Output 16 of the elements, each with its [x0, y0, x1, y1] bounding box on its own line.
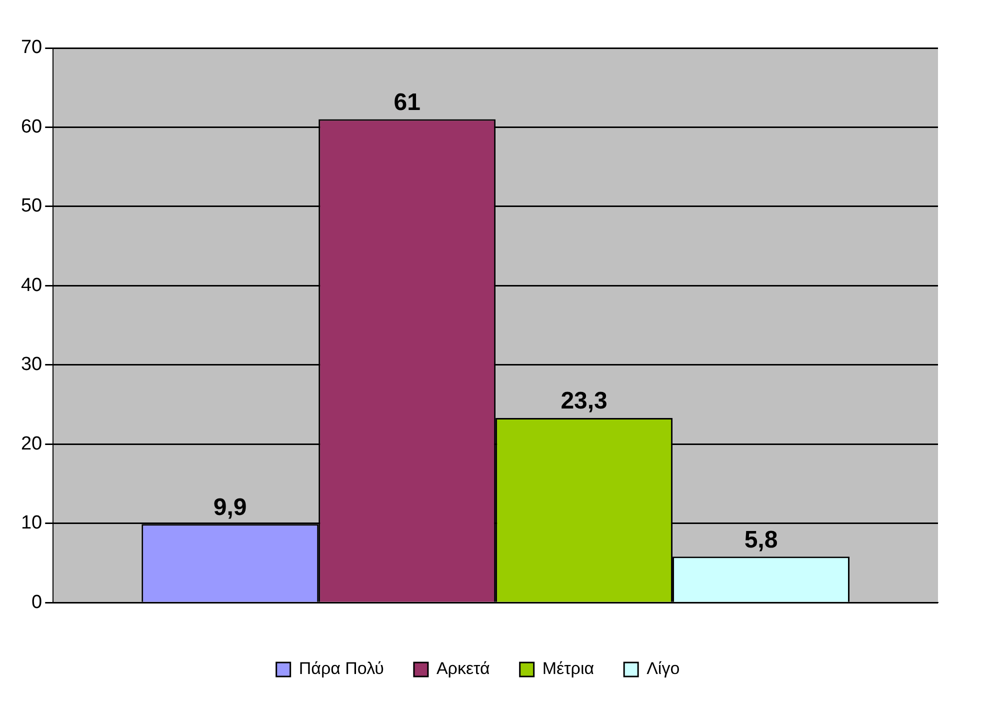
y-tick-label: 70 — [20, 37, 42, 58]
y-tick-label: 30 — [20, 354, 42, 376]
data-label: 23,3 — [560, 388, 608, 415]
data-label: 61 — [394, 88, 420, 116]
data-label: 9,9 — [213, 494, 247, 521]
y-tick-label: 0 — [32, 592, 42, 613]
y-tick-label: 50 — [20, 196, 42, 217]
y-tick-label: 60 — [20, 116, 42, 138]
data-label: 5,8 — [744, 526, 778, 554]
y-tick-label: 10 — [20, 512, 42, 534]
legend-label: Λίγο — [646, 659, 680, 678]
legend-label: Πάρα Πολύ — [298, 659, 384, 678]
y-tick-label: 40 — [20, 274, 42, 296]
y-tick-label: 20 — [20, 433, 42, 454]
legend-label: Μέτρια — [542, 659, 594, 678]
legend-label: Αρκετά — [436, 659, 490, 678]
